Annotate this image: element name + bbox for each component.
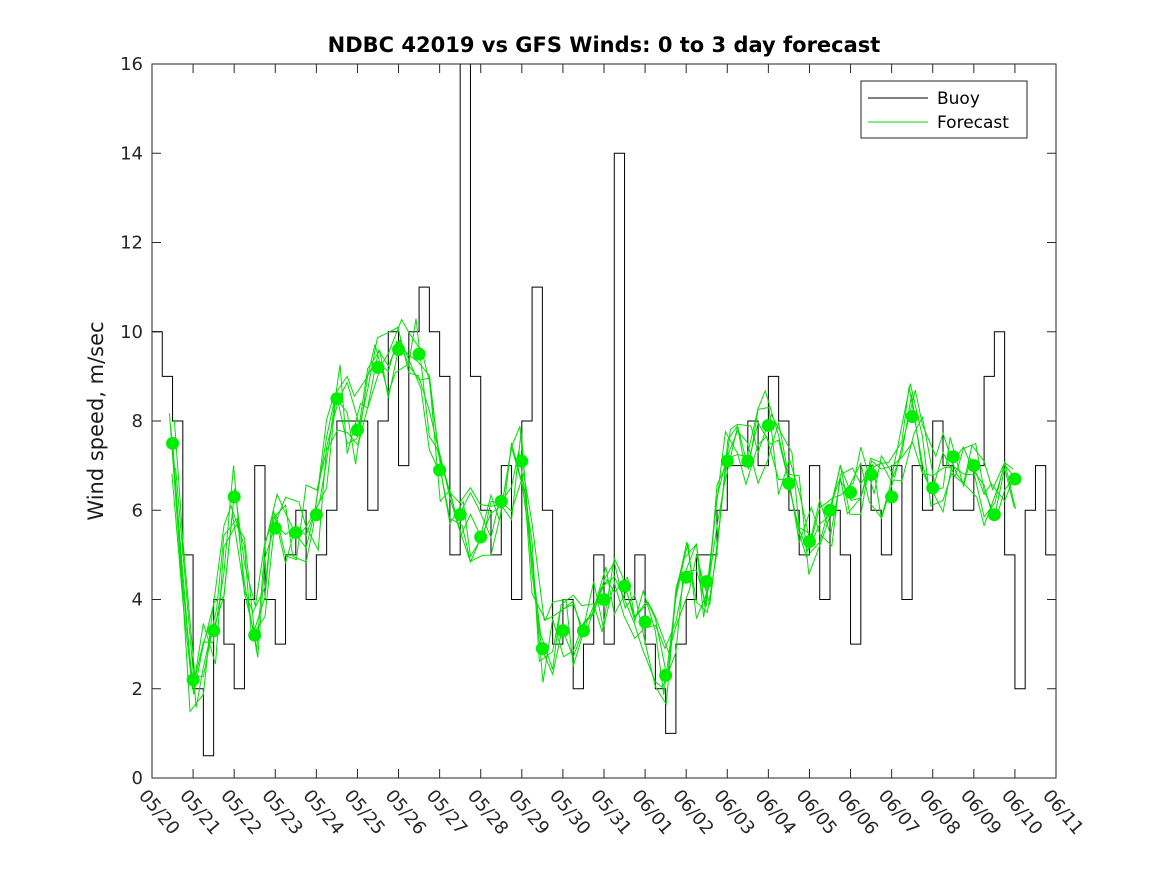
forecast-series bbox=[166, 318, 1022, 713]
forecast-marker bbox=[720, 454, 734, 468]
forecast-marker bbox=[926, 481, 940, 495]
forecast-marker bbox=[741, 454, 755, 468]
forecast-marker bbox=[453, 508, 467, 522]
y-tick-label: 0 bbox=[132, 768, 143, 789]
y-tick-label: 6 bbox=[132, 500, 143, 521]
forecast-marker bbox=[946, 450, 960, 464]
y-tick-label: 14 bbox=[120, 143, 143, 164]
y-axis-label: Wind speed, m/sec bbox=[84, 321, 108, 520]
legend: Buoy Forecast bbox=[860, 80, 1028, 139]
y-tick-label: 4 bbox=[132, 590, 143, 611]
legend-box bbox=[860, 80, 1028, 139]
forecast-marker bbox=[535, 642, 549, 656]
y-tick-label: 16 bbox=[120, 54, 143, 75]
forecast-marker bbox=[802, 534, 816, 548]
forecast-marker bbox=[679, 570, 693, 584]
forecast-marker bbox=[638, 615, 652, 629]
forecast-line bbox=[168, 318, 1013, 713]
forecast-marker bbox=[659, 668, 673, 682]
forecast-marker bbox=[309, 508, 323, 522]
forecast-marker bbox=[268, 521, 282, 535]
forecast-marker bbox=[474, 530, 488, 544]
legend-forecast-label: Forecast bbox=[937, 113, 1009, 133]
axes-box bbox=[151, 63, 1057, 779]
forecast-marker bbox=[186, 673, 200, 687]
forecast-marker bbox=[350, 423, 364, 437]
forecast-marker bbox=[885, 490, 899, 504]
forecast-line bbox=[172, 338, 1017, 706]
forecast-marker bbox=[412, 347, 426, 361]
forecast-marker bbox=[782, 476, 796, 490]
forecast-marker bbox=[371, 360, 385, 374]
forecast-marker bbox=[289, 526, 303, 540]
legend-buoy-label: Buoy bbox=[937, 89, 980, 109]
chart-title: NDBC 42019 vs GFS Winds: 0 to 3 day fore… bbox=[328, 33, 881, 57]
forecast-marker bbox=[1008, 472, 1022, 486]
forecast-marker bbox=[597, 593, 611, 606]
forecast-marker bbox=[905, 410, 919, 424]
forecast-marker bbox=[227, 490, 241, 504]
y-axis-ticks: 0 2 4 6 8 10 12 14 16 bbox=[120, 54, 1056, 789]
forecast-marker bbox=[576, 624, 590, 638]
forecast-marker bbox=[494, 494, 508, 508]
forecast-marker bbox=[248, 628, 262, 642]
forecast-marker bbox=[207, 624, 221, 638]
forecast-marker bbox=[515, 454, 529, 468]
forecast-marker bbox=[330, 392, 344, 406]
forecast-marker bbox=[392, 343, 406, 357]
forecast-marker bbox=[823, 503, 837, 517]
forecast-marker bbox=[844, 485, 858, 499]
forecast-marker bbox=[987, 508, 1001, 522]
forecast-marker bbox=[967, 459, 981, 473]
forecast-marker bbox=[761, 418, 775, 432]
forecast-marker bbox=[700, 575, 714, 589]
y-tick-label: 2 bbox=[132, 679, 143, 700]
forecast-marker bbox=[864, 468, 878, 482]
forecast-line bbox=[170, 340, 1014, 695]
forecast-marker bbox=[618, 579, 632, 593]
forecast-line bbox=[173, 338, 1018, 680]
forecast-marker bbox=[166, 436, 180, 450]
forecast-marker bbox=[556, 624, 570, 638]
y-tick-label: 8 bbox=[132, 411, 143, 432]
forecast-marker bbox=[433, 463, 447, 477]
y-tick-label: 10 bbox=[120, 322, 143, 343]
y-tick-label: 12 bbox=[120, 233, 143, 254]
